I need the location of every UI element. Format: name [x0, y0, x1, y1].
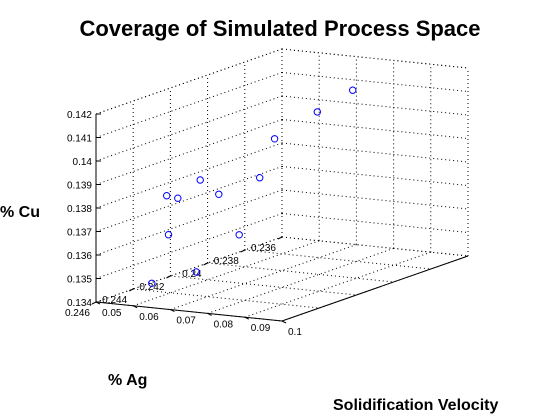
y-tick-label: 0.24 [182, 269, 202, 280]
grid-lines [95, 48, 469, 322]
grid-line-side-z [95, 95, 283, 162]
z-axis-label: % Cu [0, 204, 40, 221]
x-axis-label: Solidification Velocity [333, 397, 498, 414]
z-tick-label: 0.134 [67, 298, 92, 309]
grid-line-wall-z [281, 213, 469, 233]
x-tick-label: 0.08 [214, 319, 234, 330]
data-point [270, 135, 279, 143]
tick-labels: 0.134 0.135 0.136 0.137 0.138 0.139 0.14 0.141 0… [65, 110, 302, 338]
data-point [148, 279, 156, 287]
y-tick-label: 0.242 [139, 282, 164, 293]
data-points [148, 86, 357, 287]
x-tick-label: 0.1 [288, 327, 302, 338]
grid-line-side-z [95, 189, 283, 256]
grid-line-floor-x [133, 240, 320, 307]
grid-line-side-z [95, 166, 283, 232]
y-tick-label: 0.244 [102, 295, 127, 306]
grid-line-wall-z [281, 166, 469, 186]
grid-line-side-z [95, 236, 283, 303]
z-tick-label: 0.136 [67, 251, 92, 262]
grid-edge [281, 48, 469, 69]
data-point [196, 176, 204, 184]
x-tick-mark [170, 309, 175, 313]
grid-line-side-z [95, 142, 283, 209]
z-tick-label: 0.138 [67, 204, 92, 215]
data-point [192, 268, 201, 276]
grid-line-floor-x [170, 244, 357, 311]
z-tick-label: 0.139 [67, 181, 92, 192]
grid-line-side-z [95, 72, 283, 138]
z-tick-label: 0.142 [67, 110, 92, 121]
grid-line-side-z [95, 48, 283, 115]
y-tick-mark [91, 301, 97, 305]
chart-title: Coverage of Simulated Process Space [79, 16, 480, 41]
grid-line-side-z [95, 119, 283, 185]
y-tick-label: 0.238 [214, 256, 239, 267]
y-axis-label: % Ag [108, 372, 147, 389]
data-point [174, 194, 182, 202]
data-point [163, 192, 171, 200]
grid-line-floor-x [244, 251, 431, 318]
z-tick-label: 0.137 [67, 228, 92, 239]
x-tick-mark [207, 312, 212, 316]
y-tick-mark [277, 236, 283, 240]
x-tick-label: 0.06 [139, 312, 159, 323]
y-tick-label: 0.246 [65, 308, 90, 319]
data-point [313, 108, 321, 116]
grid-line-wall-z [281, 189, 469, 210]
y-tick-mark [166, 275, 171, 279]
data-point [215, 190, 223, 199]
x-tick-label: 0.07 [176, 316, 196, 327]
y-tick-label: 0.236 [251, 243, 276, 254]
grid-line-wall-z [281, 95, 469, 116]
x-axis-line [281, 255, 469, 322]
grid-line-wall-z [281, 142, 469, 163]
grid-line-wall-z [281, 236, 469, 257]
y-tick-mark [128, 288, 134, 292]
x-tick-mark [95, 301, 101, 305]
data-point [256, 174, 264, 182]
z-tick-label: 0.135 [67, 275, 92, 286]
data-point [164, 231, 173, 239]
axes-box [91, 113, 469, 324]
x-tick-label: 0.05 [102, 308, 122, 319]
grid-edge [95, 48, 283, 115]
z-tick-label: 0.14 [73, 157, 93, 168]
grid-line-wall-z [281, 72, 469, 92]
y-tick-mark [240, 249, 246, 253]
x-tick-label: 0.09 [251, 323, 271, 334]
data-point [349, 86, 357, 94]
y-axis-line [95, 301, 283, 322]
x-tick-mark [281, 320, 287, 324]
grid-line-side-z [95, 213, 283, 279]
z-tick-label: 0.141 [67, 134, 92, 145]
data-point [235, 231, 243, 239]
grid-line-floor-x [207, 247, 394, 314]
x-tick-mark [244, 316, 250, 320]
y-tick-mark [203, 262, 208, 266]
grid-line-wall-z [281, 119, 469, 139]
x-tick-mark [132, 305, 138, 309]
